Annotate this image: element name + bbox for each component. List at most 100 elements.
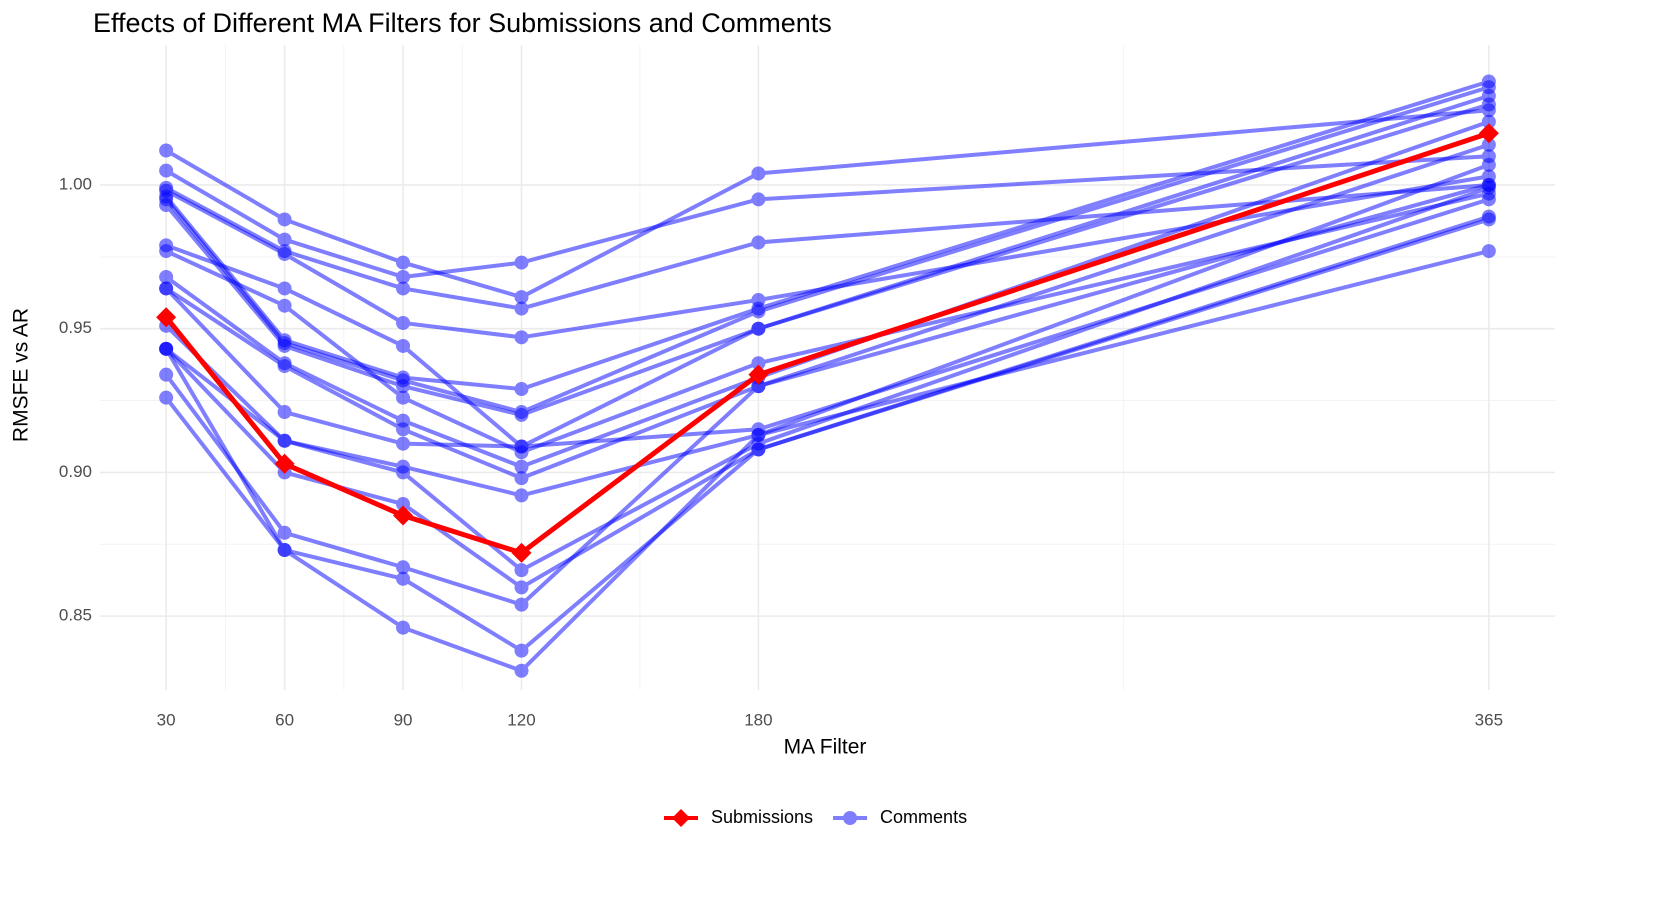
comments-point bbox=[159, 163, 174, 178]
comments-point bbox=[514, 459, 529, 474]
comments-point bbox=[277, 232, 292, 247]
comments-series bbox=[159, 149, 1496, 284]
comments-point bbox=[751, 356, 766, 371]
comments-point bbox=[277, 246, 292, 261]
comments-point bbox=[277, 359, 292, 374]
submissions-line bbox=[164, 130, 1490, 556]
comments-line bbox=[165, 174, 1490, 340]
comments-point bbox=[396, 560, 411, 575]
comments-point bbox=[751, 379, 766, 394]
comments-point bbox=[751, 304, 766, 319]
y-tick-label: 0.95 bbox=[59, 318, 92, 337]
comments-line bbox=[165, 191, 1490, 455]
comments-point bbox=[277, 212, 292, 227]
comments-line bbox=[165, 102, 1490, 449]
comments-point bbox=[514, 471, 529, 486]
legend-key bbox=[664, 809, 698, 827]
comments-point bbox=[396, 620, 411, 635]
y-axis-label: RMSFE vs AR bbox=[10, 308, 33, 442]
comments-point bbox=[514, 643, 529, 658]
x-tick-label: 120 bbox=[507, 710, 535, 729]
comments-point bbox=[751, 235, 766, 250]
comments-point bbox=[1481, 177, 1496, 192]
comments-point bbox=[159, 198, 174, 213]
comments-point bbox=[159, 269, 174, 284]
legend-label: Comments bbox=[880, 807, 967, 827]
submissions-point bbox=[156, 307, 177, 328]
comments-line bbox=[164, 249, 1490, 673]
comments-point bbox=[396, 315, 411, 330]
submissions-series bbox=[156, 123, 1499, 563]
comments-point bbox=[159, 281, 174, 296]
comments-line bbox=[164, 183, 1490, 607]
comments-series bbox=[159, 177, 1496, 612]
y-tick-label: 0.90 bbox=[59, 462, 92, 481]
comments-point bbox=[277, 433, 292, 448]
comments-point bbox=[159, 367, 174, 382]
comments-point bbox=[514, 580, 529, 595]
comments-point bbox=[514, 597, 529, 612]
comments-point bbox=[1481, 244, 1496, 259]
x-tick-label: 60 bbox=[275, 710, 294, 729]
submissions-point bbox=[1478, 123, 1499, 144]
comments-point bbox=[1481, 192, 1496, 207]
chart-title: Effects of Different MA Filters for Subm… bbox=[93, 8, 832, 38]
x-axis-label: MA Filter bbox=[784, 736, 867, 759]
y-tick-label: 1.00 bbox=[59, 174, 92, 193]
comments-point bbox=[1481, 137, 1496, 152]
comments-point bbox=[277, 405, 292, 420]
y-tick-label: 0.85 bbox=[59, 606, 92, 625]
comments-point bbox=[396, 338, 411, 353]
comments-point bbox=[514, 488, 529, 503]
comments-point bbox=[277, 298, 292, 313]
legend-key bbox=[833, 811, 868, 825]
comments-point bbox=[396, 436, 411, 451]
submissions-point bbox=[274, 453, 295, 474]
comments-line bbox=[165, 142, 1490, 481]
comments-point bbox=[396, 269, 411, 284]
comments-point bbox=[751, 321, 766, 336]
comments-point bbox=[277, 543, 292, 558]
comments-point bbox=[751, 192, 766, 207]
comments-point bbox=[396, 390, 411, 405]
comments-point bbox=[396, 497, 411, 512]
submissions-point bbox=[748, 364, 769, 385]
comments-series bbox=[159, 212, 1496, 658]
comments-point bbox=[514, 439, 529, 454]
comments-line bbox=[164, 162, 1490, 498]
comments-series bbox=[159, 103, 1496, 305]
legend-marker bbox=[672, 809, 690, 827]
submissions-point bbox=[511, 542, 532, 563]
submissions-point bbox=[393, 505, 414, 526]
comments-point bbox=[514, 563, 529, 578]
comments-series bbox=[159, 244, 1496, 678]
comments-series bbox=[159, 209, 1496, 595]
comments-point bbox=[396, 281, 411, 296]
comments-point bbox=[159, 143, 174, 158]
comments-point bbox=[159, 341, 174, 356]
x-tick-label: 30 bbox=[157, 710, 176, 729]
comments-point bbox=[396, 422, 411, 437]
comments-point bbox=[514, 407, 529, 422]
comments-line bbox=[165, 182, 1490, 311]
x-tick-label: 180 bbox=[744, 710, 772, 729]
comments-point bbox=[159, 244, 174, 259]
comments-point bbox=[514, 255, 529, 270]
comments-point bbox=[277, 281, 292, 296]
comments-line bbox=[164, 185, 1490, 573]
comments-line bbox=[165, 108, 1490, 300]
comments-point bbox=[751, 166, 766, 181]
comments-point bbox=[514, 663, 529, 678]
legend-label: Submissions bbox=[711, 807, 813, 827]
comments-line bbox=[165, 154, 1489, 279]
comments-point bbox=[396, 571, 411, 586]
comments-point bbox=[751, 442, 766, 457]
comments-point bbox=[277, 525, 292, 540]
comments-line bbox=[164, 217, 1490, 653]
comments-point bbox=[277, 338, 292, 353]
comments-point bbox=[159, 390, 174, 405]
x-tick-label: 365 bbox=[1475, 710, 1503, 729]
comments-point bbox=[514, 382, 529, 397]
comments-point bbox=[396, 465, 411, 480]
